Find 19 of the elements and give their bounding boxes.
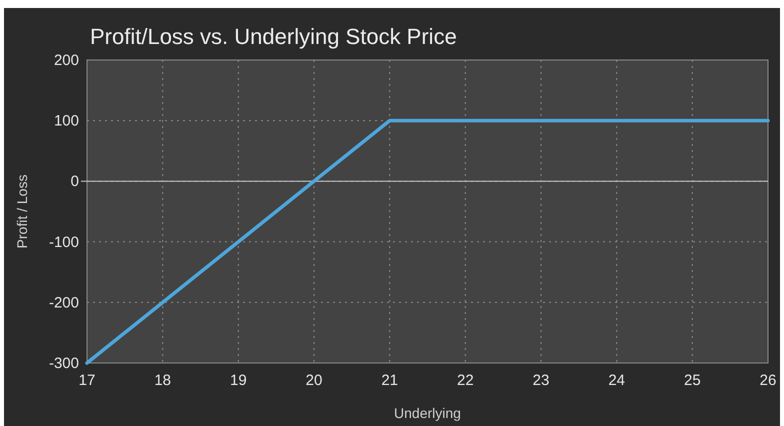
x-tick-label: 22: [456, 372, 474, 389]
y-tick-label: 0: [70, 173, 79, 190]
x-tick-label: 19: [230, 372, 247, 389]
x-tick-label: 18: [154, 372, 172, 389]
x-tick-label: 21: [381, 372, 398, 389]
x-tick-label: 26: [760, 372, 776, 389]
y-tick-label: 200: [54, 52, 79, 69]
x-tick-label: 24: [608, 372, 626, 389]
y-tick-label: -100: [48, 234, 79, 251]
x-tick-label: 25: [684, 372, 701, 389]
chart-title: Profit/Loss vs. Underlying Stock Price: [90, 24, 457, 49]
x-tick-label: 23: [532, 372, 550, 389]
y-axis-title: Profit / Loss: [14, 174, 30, 248]
y-tick-label: 100: [54, 112, 79, 130]
y-tick-label: -300: [48, 355, 79, 372]
x-tick-label: 17: [78, 372, 96, 389]
y-tick-label: -200: [48, 294, 79, 312]
x-axis-title: Underlying: [394, 405, 461, 421]
x-tick-label: 20: [306, 372, 322, 389]
